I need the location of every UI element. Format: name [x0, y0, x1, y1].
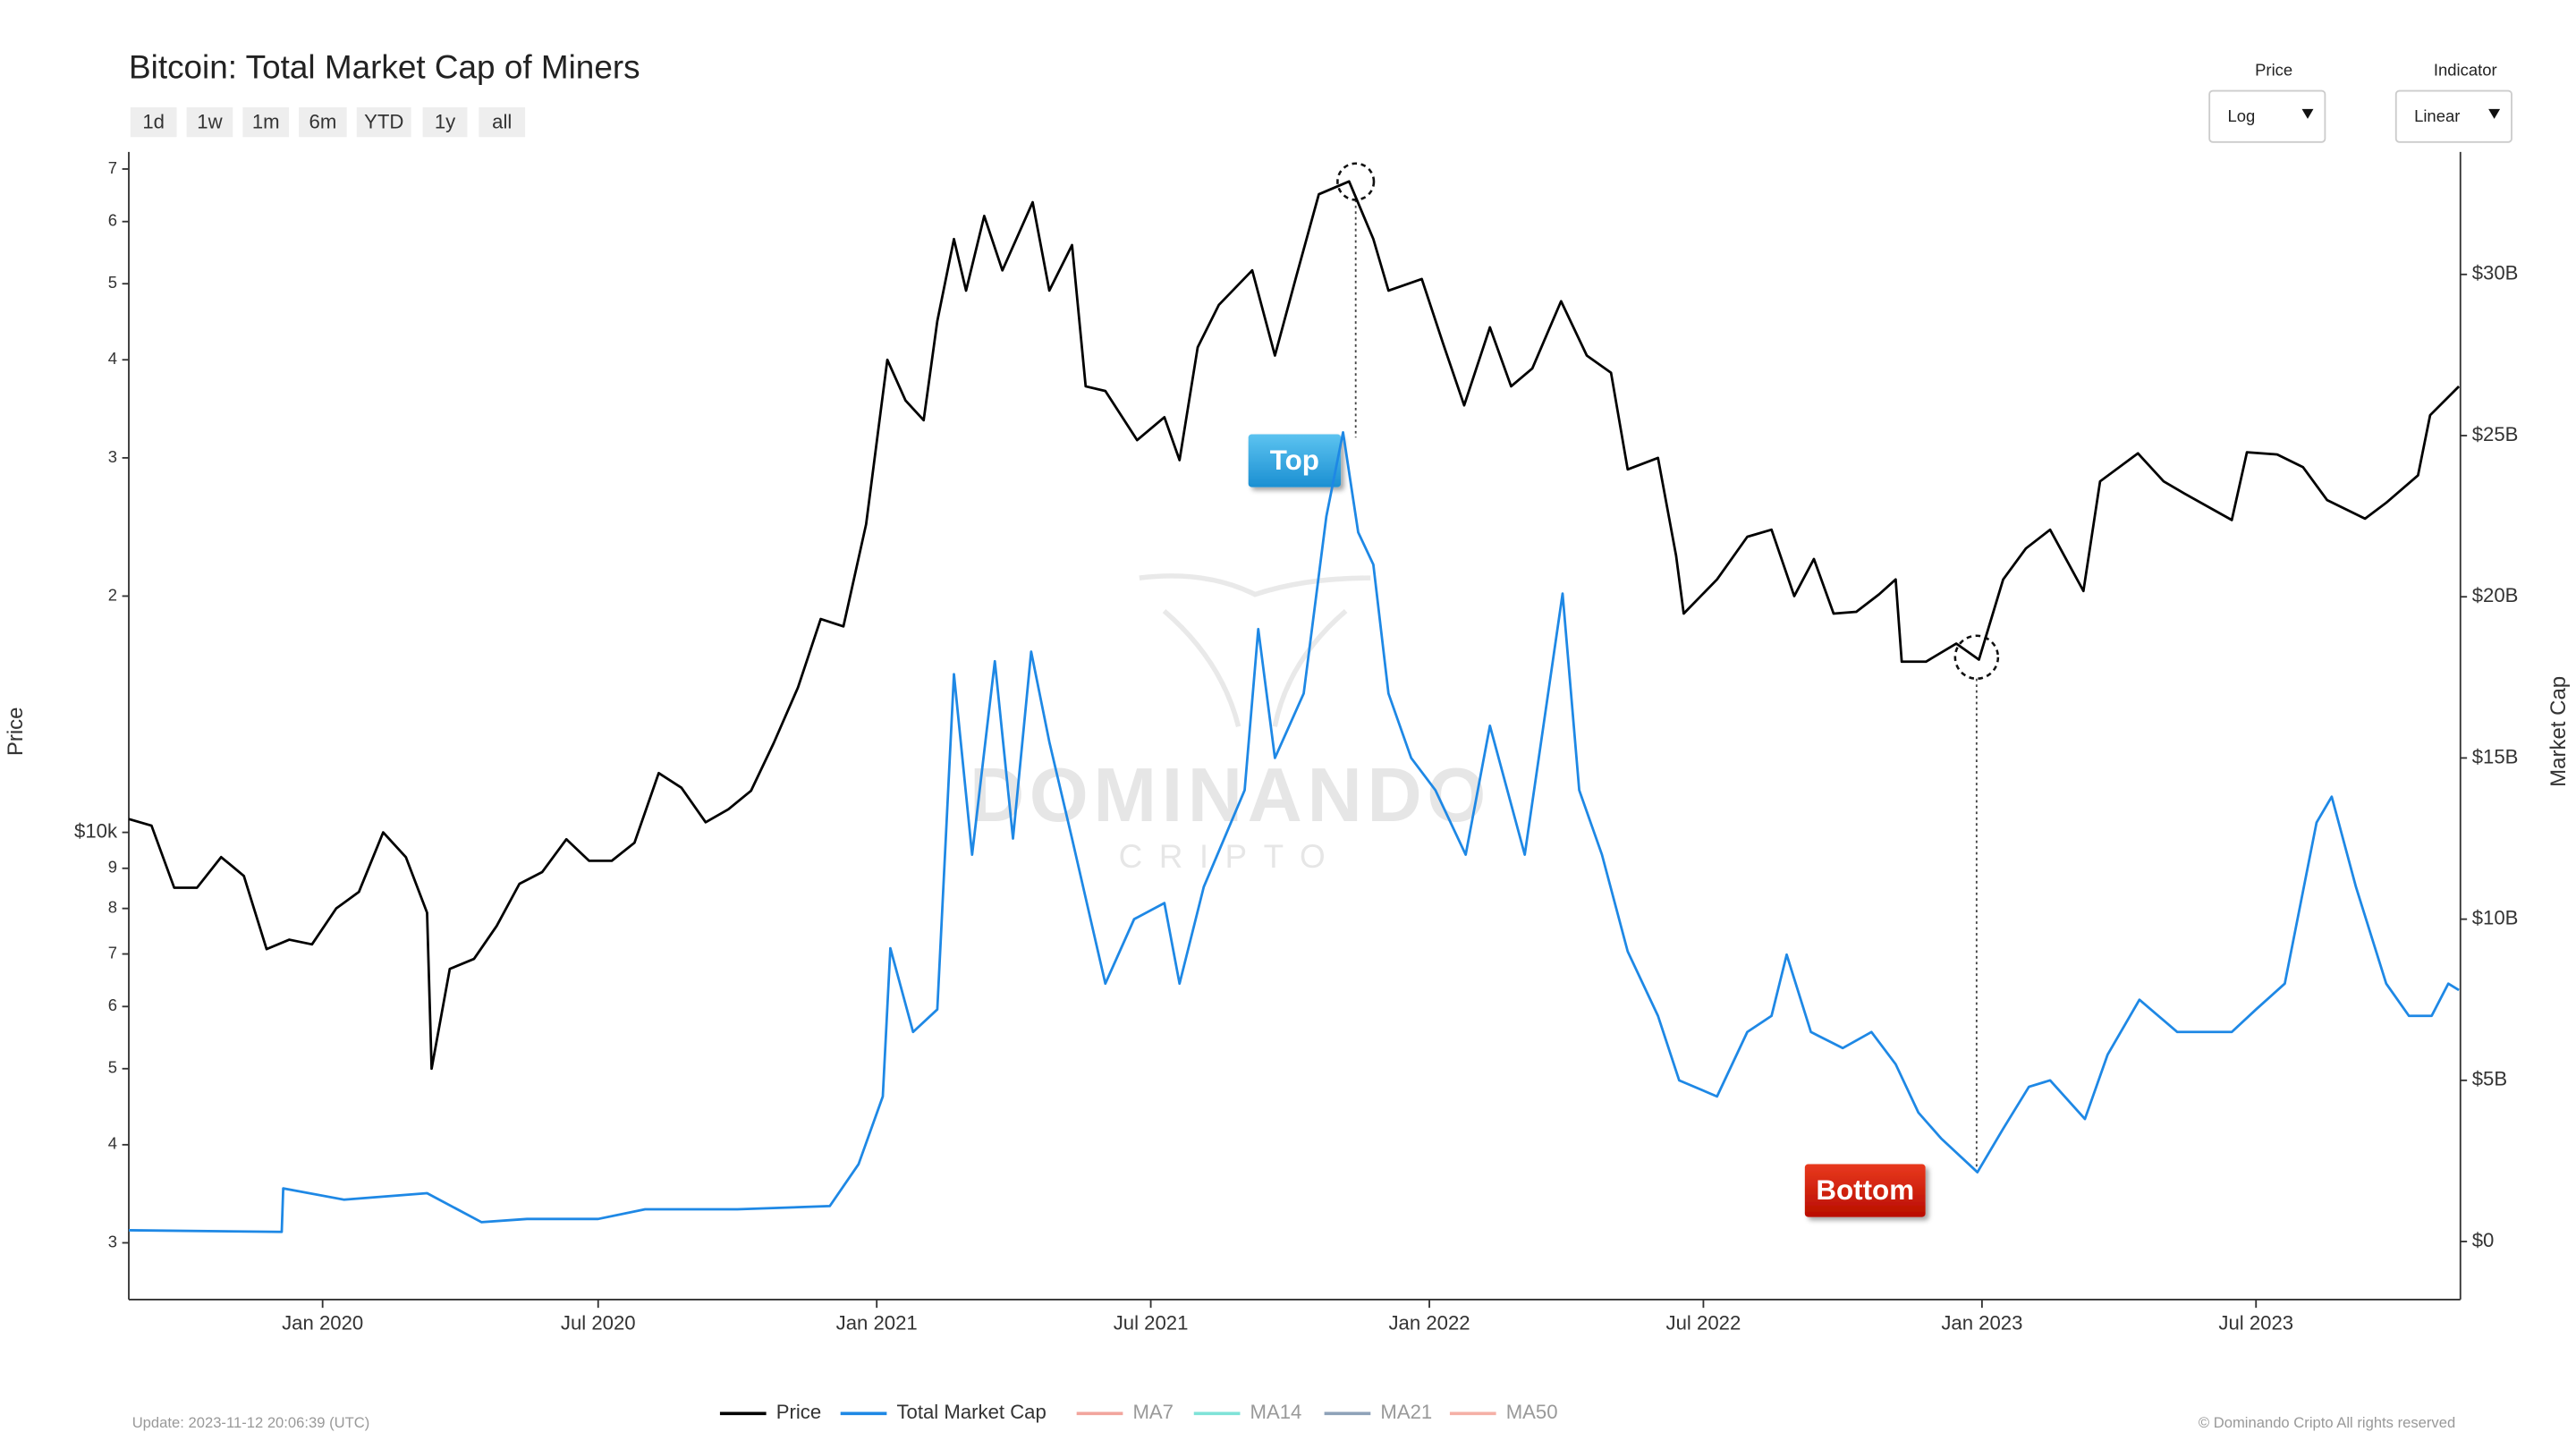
legend-label: MA7: [1132, 1401, 1174, 1423]
y-tick-label: 7: [108, 158, 117, 177]
x-tick-label: Jul 2022: [1666, 1311, 1741, 1334]
y-tick-label: 5: [108, 273, 117, 292]
y-axis-label: Price: [4, 708, 28, 757]
y-tick-label: 8: [108, 898, 117, 917]
range-button-label: 6m: [309, 110, 337, 132]
annotation: Bottom: [1816, 1174, 1914, 1206]
top-badge: [1248, 434, 1342, 487]
range-button-label: 1y: [435, 110, 456, 132]
legend-label: MA14: [1250, 1401, 1302, 1423]
range-button-label: all: [492, 110, 512, 132]
update-note: Update: 2023-11-12 20:06:39 (UTC): [132, 1414, 370, 1431]
legend-label: MA50: [1506, 1401, 1558, 1423]
annotation: Top: [1270, 445, 1319, 476]
y-tick-label: 3: [108, 447, 117, 466]
y2-axis-label: Market Cap: [2546, 676, 2571, 787]
range-button[interactable]: [299, 107, 347, 138]
chart-title: Bitcoin: Total Market Cap of Miners: [129, 48, 640, 85]
y-tick-label: 2: [108, 585, 117, 604]
y2-tick-label: $0: [2472, 1229, 2495, 1251]
watermark-logo: [1139, 573, 1371, 727]
y-tick-label: 9: [108, 858, 117, 877]
y-tick-label: 3: [108, 1232, 117, 1250]
y-tick-label: 6: [108, 996, 117, 1014]
x-tick-label: Jul 2021: [1114, 1311, 1189, 1334]
dropdown-value: Log: [2227, 106, 2255, 125]
legend-label: MA21: [1380, 1401, 1432, 1423]
range-button-label: 1m: [252, 110, 280, 132]
y-tick-label: 4: [108, 1134, 117, 1153]
x-tick-label: Jan 2022: [1388, 1311, 1470, 1334]
range-button[interactable]: [422, 107, 468, 138]
y2-tick-label: $15B: [2472, 745, 2519, 767]
control-label: Price: [2255, 60, 2292, 79]
range-button[interactable]: [242, 107, 290, 138]
x-tick-label: Jan 2023: [1941, 1311, 2022, 1334]
watermark-subtext: CRIPTO: [1119, 838, 1343, 875]
series-line: [128, 431, 2460, 1233]
y2-tick-label: $30B: [2472, 262, 2519, 284]
range-button[interactable]: [479, 107, 526, 138]
range-button[interactable]: [356, 107, 411, 138]
dropdown-value: Linear: [2414, 106, 2460, 125]
dropdown-arrow: [2488, 108, 2501, 119]
y2-tick-label: $20B: [2472, 584, 2519, 606]
y-tick-label: 5: [108, 1058, 117, 1077]
range-button-label: 1d: [142, 110, 165, 132]
y-tick-label: $10k: [74, 819, 118, 842]
control-label: Indicator: [2434, 60, 2497, 79]
y2-tick-label: $25B: [2472, 423, 2519, 445]
x-tick-label: Jul 2023: [2218, 1311, 2293, 1334]
legend-label: Total Market Cap: [896, 1401, 1046, 1423]
series-line: [128, 180, 2461, 1071]
x-tick-label: Jan 2020: [282, 1311, 363, 1334]
dropdown[interactable]: [2394, 89, 2512, 143]
x-tick-label: Jul 2020: [561, 1311, 636, 1334]
copyright: © Dominando Cripto All rights reserved: [2199, 1414, 2455, 1431]
bottom-badge: [1804, 1164, 1926, 1217]
legend-label: Price: [776, 1401, 821, 1423]
y-tick-label: 6: [108, 211, 117, 230]
y-tick-label: 7: [108, 943, 117, 962]
dropdown[interactable]: [2208, 89, 2326, 143]
y-tick-label: 4: [108, 349, 117, 368]
range-button[interactable]: [130, 107, 177, 138]
range-button-label: 1w: [197, 110, 223, 132]
y2-tick-label: $5B: [2472, 1068, 2507, 1090]
range-button[interactable]: [186, 107, 233, 138]
y2-tick-label: $10B: [2472, 906, 2519, 928]
dropdown-arrow: [2301, 108, 2314, 119]
bottom-marker: [1953, 634, 2000, 681]
range-button-label: YTD: [364, 110, 403, 132]
x-tick-label: Jan 2021: [836, 1311, 918, 1334]
watermark: DOMINANDO CRIPTO: [970, 573, 1486, 875]
